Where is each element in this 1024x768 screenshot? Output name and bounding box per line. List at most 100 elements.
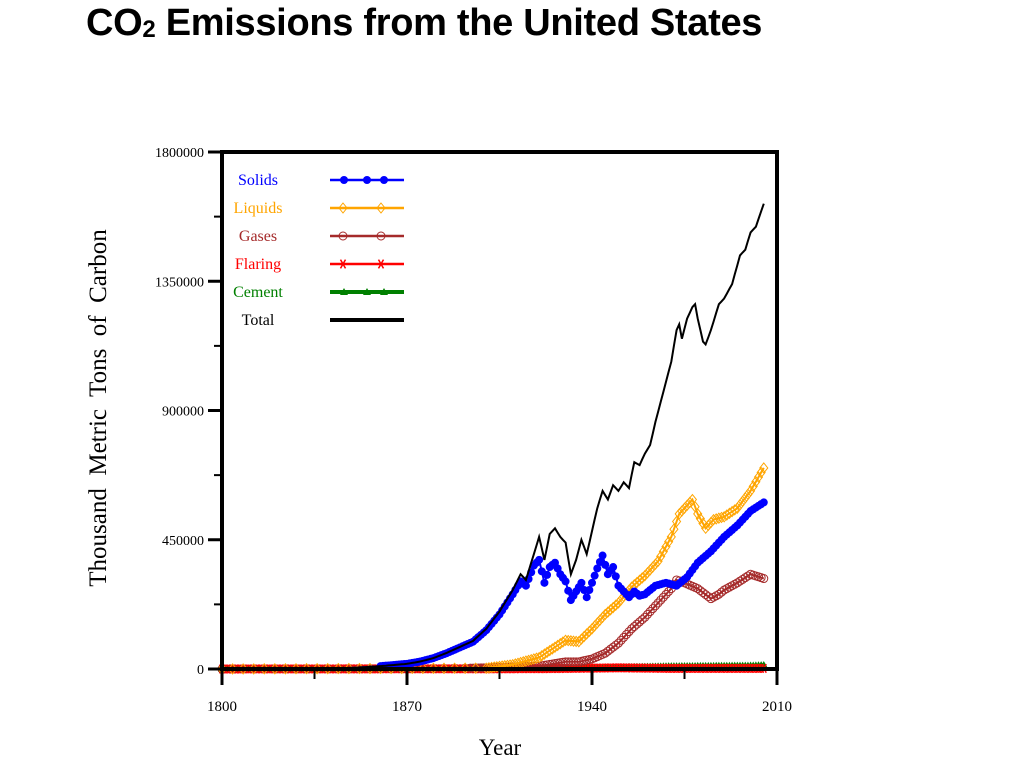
data-point-liquids xyxy=(716,511,727,524)
legend-marker-cement xyxy=(380,288,388,295)
data-point-solids xyxy=(561,577,570,586)
data-point-liquids xyxy=(439,662,449,675)
data-point-liquids xyxy=(600,608,610,621)
data-point-liquids xyxy=(756,466,766,479)
data-point-liquids xyxy=(428,662,439,675)
data-point-gases xyxy=(719,585,729,595)
data-point-gases xyxy=(632,619,642,629)
data-point-liquids xyxy=(661,540,671,553)
data-point-gases xyxy=(637,615,647,625)
legend-item-total: Total xyxy=(242,312,404,329)
series-total xyxy=(222,203,765,670)
data-point-liquids xyxy=(605,604,616,616)
data-point-liquids xyxy=(640,569,650,582)
data-point-liquids xyxy=(597,611,608,624)
data-point-liquids xyxy=(449,662,460,675)
data-point-liquids xyxy=(418,662,428,675)
legend-item-flaring: Flaring xyxy=(235,256,404,273)
data-point-liquids xyxy=(611,599,621,612)
x-axis-label: Year xyxy=(479,735,522,760)
data-point-liquids xyxy=(526,653,536,666)
data-point-liquids xyxy=(679,502,690,514)
data-point-liquids xyxy=(682,499,692,512)
data-point-gases xyxy=(624,627,634,637)
data-point-liquids xyxy=(650,558,661,570)
data-point-liquids xyxy=(595,614,605,626)
x-tick-label: 1870 xyxy=(392,699,422,715)
title-rest: Emissions from the United States xyxy=(155,2,763,44)
data-point-gases xyxy=(616,635,626,645)
data-point-liquids xyxy=(587,622,597,635)
data-point-gases xyxy=(724,582,734,592)
x-tick-label: 1800 xyxy=(207,699,237,715)
y-tick-label: 450000 xyxy=(162,534,204,549)
data-point-liquids xyxy=(658,545,668,558)
legend-marker-gases xyxy=(376,231,386,241)
data-point-liquids xyxy=(677,505,687,517)
data-point-liquids xyxy=(732,502,742,514)
x-tick-label: 1940 xyxy=(577,699,607,715)
legend-label-total: Total xyxy=(242,312,275,329)
legend: Solids Liquids Gases Flaring Cement Total xyxy=(233,172,404,329)
data-point-gases xyxy=(709,592,719,602)
data-point-liquids xyxy=(656,550,666,563)
legend-marker-flaring xyxy=(376,259,386,269)
data-point-liquids xyxy=(708,513,719,526)
data-point-liquids xyxy=(579,630,589,643)
data-point-liquids xyxy=(735,498,745,511)
data-point-liquids xyxy=(529,653,539,665)
data-point-liquids xyxy=(558,636,568,648)
data-point-liquids xyxy=(333,662,343,675)
legend-item-liquids: Liquids xyxy=(234,200,404,217)
legend-marker-flaring xyxy=(338,259,348,269)
data-point-solids xyxy=(588,578,596,587)
data-point-liquids xyxy=(666,531,676,543)
data-point-liquids xyxy=(584,625,594,638)
data-point-liquids xyxy=(603,606,613,618)
data-point-liquids xyxy=(574,635,584,648)
data-point-liquids xyxy=(703,519,713,532)
data-point-gases xyxy=(706,594,716,604)
axes: 0 450000 900000 1350000 1800000 1800 1870 1940 2… xyxy=(155,146,792,715)
data-point-liquids xyxy=(523,654,534,667)
legend-label-flaring: Flaring xyxy=(235,256,281,273)
legend-label-solids: Solids xyxy=(238,172,278,189)
data-point-gases xyxy=(661,589,671,599)
data-point-gases xyxy=(645,607,655,617)
data-point-liquids xyxy=(698,517,708,530)
data-point-liquids xyxy=(685,496,695,509)
series-line-liquids xyxy=(222,467,765,670)
data-point-gases xyxy=(635,617,645,627)
series-liquids xyxy=(217,462,769,675)
data-point-gases xyxy=(621,630,631,640)
data-point-gases xyxy=(759,574,769,584)
data-point-liquids xyxy=(674,508,684,520)
data-point-solids xyxy=(582,593,591,602)
legend-marker-cement xyxy=(340,288,348,295)
data-point-solids xyxy=(521,581,530,590)
legend-item-gases: Gases xyxy=(239,228,404,245)
data-point-gases xyxy=(640,612,650,622)
data-point-liquids xyxy=(634,574,645,587)
data-point-gases xyxy=(653,598,663,608)
data-point-gases xyxy=(613,638,623,648)
data-point-solids xyxy=(759,498,768,507)
data-point-liquids xyxy=(632,576,642,589)
legend-marker-solids xyxy=(363,176,371,184)
data-point-liquids xyxy=(759,462,769,474)
data-point-liquids xyxy=(637,572,647,584)
data-point-liquids xyxy=(592,617,602,629)
x-tick-label: 2010 xyxy=(762,699,792,715)
data-point-gases xyxy=(627,624,637,634)
data-point-liquids xyxy=(613,597,624,609)
data-point-gases xyxy=(727,581,737,591)
data-point-liquids xyxy=(645,564,655,576)
data-point-liquids xyxy=(608,601,618,614)
data-point-solids xyxy=(611,572,620,581)
legend-item-solids: Solids xyxy=(238,172,404,189)
data-point-liquids xyxy=(671,515,682,528)
legend-marker-cement xyxy=(363,288,371,295)
data-point-liquids xyxy=(695,512,705,525)
data-point-liquids xyxy=(701,522,711,535)
data-point-liquids xyxy=(669,523,679,536)
